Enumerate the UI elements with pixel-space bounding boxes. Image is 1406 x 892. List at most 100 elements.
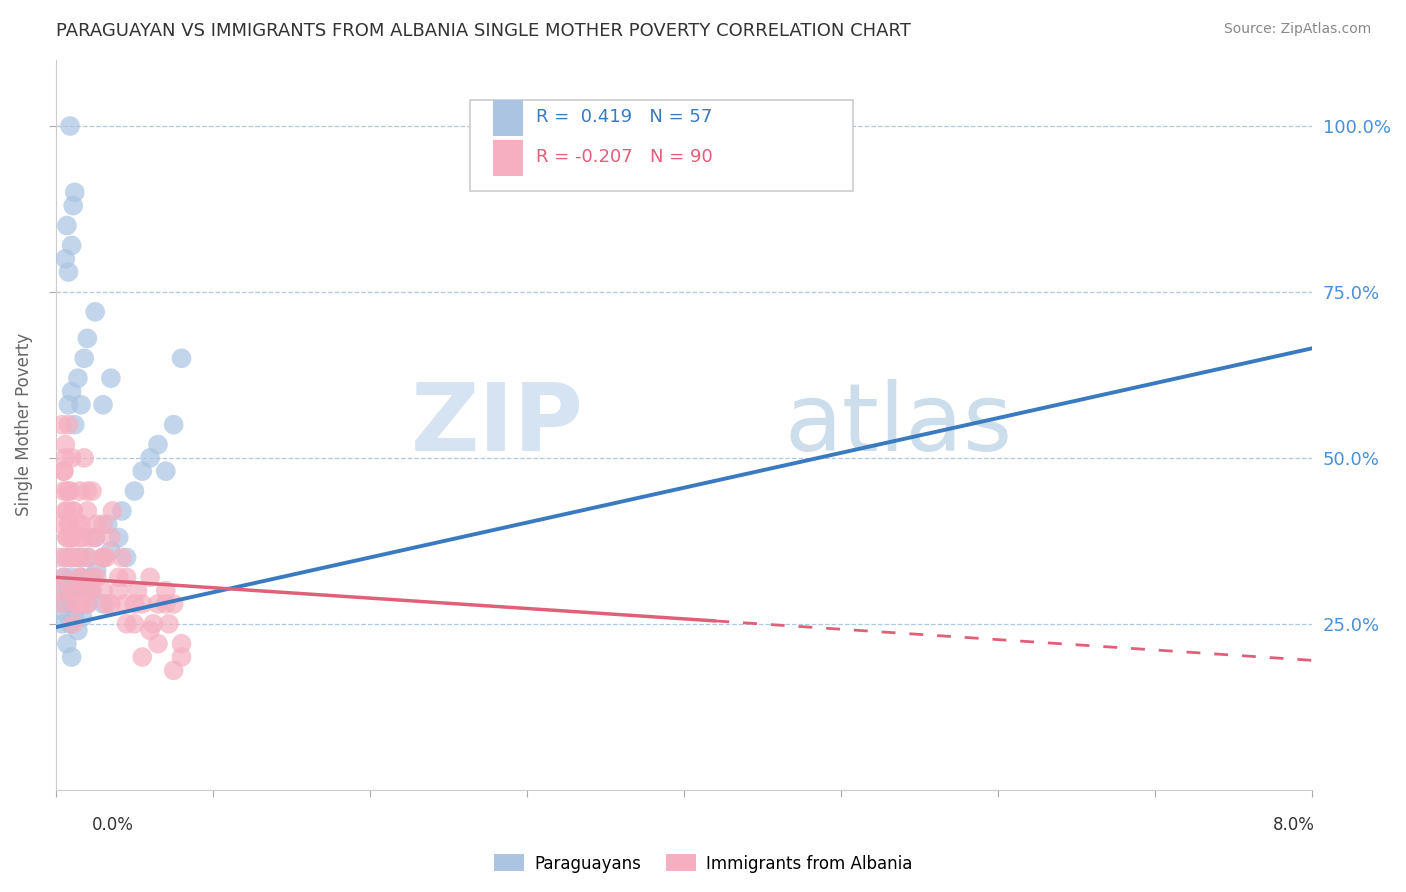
Point xyxy=(84,531,107,545)
Point xyxy=(52,464,75,478)
Point xyxy=(60,550,83,565)
Point xyxy=(124,484,146,499)
Point xyxy=(59,517,82,532)
Point xyxy=(70,570,93,584)
Point xyxy=(107,531,129,545)
Text: 8.0%: 8.0% xyxy=(1272,816,1315,834)
Point xyxy=(51,517,73,532)
Point xyxy=(48,550,70,565)
FancyBboxPatch shape xyxy=(471,100,853,191)
Point xyxy=(60,238,83,252)
Point xyxy=(48,583,70,598)
Point xyxy=(163,663,186,677)
Point xyxy=(100,597,122,611)
Point xyxy=(124,597,146,611)
Point xyxy=(146,637,169,651)
Point xyxy=(62,199,84,213)
Point xyxy=(170,351,193,366)
Point xyxy=(83,570,105,584)
Point xyxy=(86,517,108,532)
Point xyxy=(91,597,114,611)
Point xyxy=(53,504,76,518)
Point xyxy=(66,597,89,611)
Point xyxy=(155,583,177,598)
Point xyxy=(58,583,80,598)
Point xyxy=(58,550,80,565)
Point xyxy=(56,531,79,545)
Point xyxy=(51,417,73,432)
Point xyxy=(146,437,169,451)
Point xyxy=(56,484,79,499)
Point xyxy=(100,543,122,558)
Point xyxy=(91,550,114,565)
Point xyxy=(52,484,75,499)
Point xyxy=(59,616,82,631)
Text: R = -0.207   N = 90: R = -0.207 N = 90 xyxy=(536,148,713,166)
Point xyxy=(65,550,87,565)
Text: ZIP: ZIP xyxy=(411,379,583,471)
Point xyxy=(58,417,80,432)
Point xyxy=(142,616,165,631)
Point xyxy=(56,504,79,518)
Point xyxy=(91,550,114,565)
Point xyxy=(58,517,80,532)
Point xyxy=(80,484,103,499)
Point xyxy=(59,484,82,499)
Point xyxy=(56,219,79,233)
Point xyxy=(69,484,91,499)
Point xyxy=(63,417,86,432)
Point xyxy=(91,398,114,412)
Point xyxy=(70,398,93,412)
Point xyxy=(62,504,84,518)
Point xyxy=(76,484,98,499)
Point xyxy=(84,305,107,319)
Point xyxy=(69,570,91,584)
Point xyxy=(100,371,122,385)
Point xyxy=(127,583,149,598)
Point xyxy=(86,564,108,578)
Point xyxy=(101,504,124,518)
Point xyxy=(115,616,138,631)
Point xyxy=(73,450,96,465)
Point xyxy=(72,610,94,624)
Point xyxy=(66,371,89,385)
Point xyxy=(111,550,134,565)
Point xyxy=(124,616,146,631)
Point xyxy=(76,550,98,565)
Point xyxy=(91,517,114,532)
Point xyxy=(60,583,83,598)
Point xyxy=(49,583,72,598)
Text: Source: ZipAtlas.com: Source: ZipAtlas.com xyxy=(1223,22,1371,37)
Text: R =  0.419   N = 57: R = 0.419 N = 57 xyxy=(536,108,711,126)
Point xyxy=(63,583,86,598)
Point xyxy=(66,624,89,638)
Point xyxy=(155,464,177,478)
Point xyxy=(72,531,94,545)
Y-axis label: Single Mother Poverty: Single Mother Poverty xyxy=(15,333,32,516)
Point xyxy=(170,650,193,665)
Point xyxy=(62,504,84,518)
Point xyxy=(73,351,96,366)
Point xyxy=(52,570,75,584)
Point xyxy=(80,583,103,598)
Point xyxy=(107,583,129,598)
Point xyxy=(65,597,87,611)
Point xyxy=(170,637,193,651)
Text: atlas: atlas xyxy=(785,379,1012,471)
Point xyxy=(76,504,98,518)
Point xyxy=(63,186,86,200)
Point xyxy=(60,650,83,665)
Point xyxy=(96,597,118,611)
Point xyxy=(56,637,79,651)
Legend: Paraguayans, Immigrants from Albania: Paraguayans, Immigrants from Albania xyxy=(488,847,918,880)
Point xyxy=(157,616,180,631)
Point xyxy=(131,650,153,665)
Point xyxy=(63,550,86,565)
Point xyxy=(114,597,136,611)
Point xyxy=(53,437,76,451)
Point xyxy=(65,583,87,598)
Point xyxy=(76,597,98,611)
Point xyxy=(58,398,80,412)
Point xyxy=(53,450,76,465)
Point xyxy=(96,550,118,565)
